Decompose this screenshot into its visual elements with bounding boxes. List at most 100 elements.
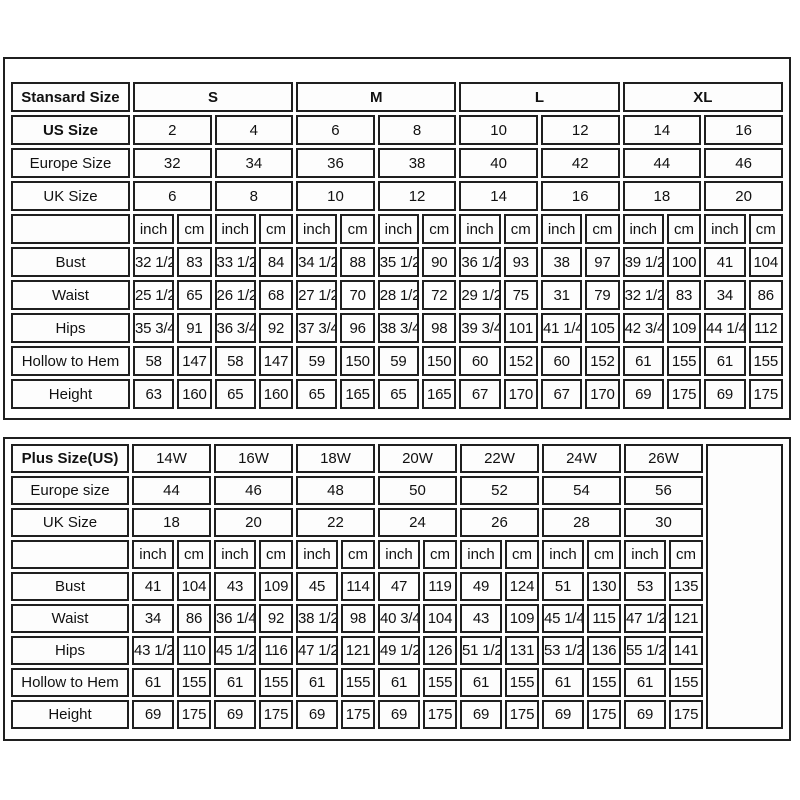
value-cell: 104 bbox=[177, 572, 211, 601]
value-cell: 45 1/4 bbox=[542, 604, 584, 633]
size-group-s: S bbox=[132, 82, 294, 112]
value-cell: 86 bbox=[177, 604, 211, 633]
us-size-cell: 12 bbox=[540, 115, 620, 145]
unit-cell: inch bbox=[377, 214, 420, 244]
us-size-cell: 6 bbox=[296, 115, 375, 145]
value-cell: 49 1/2 bbox=[378, 636, 420, 665]
unit-cell: inch bbox=[459, 214, 501, 244]
value-cell: 175 bbox=[177, 700, 211, 729]
unit-cell: cm bbox=[177, 214, 212, 244]
value-cell: 135 bbox=[669, 572, 703, 601]
unit-cell: cm bbox=[748, 214, 783, 244]
europe-size-cell: 34 bbox=[214, 148, 294, 178]
unit-cell: inch bbox=[704, 214, 746, 244]
unit-cell: inch bbox=[622, 214, 664, 244]
unit-cell: inch bbox=[624, 540, 666, 569]
table-row: US Size 2 4 6 8 10 12 14 16 bbox=[11, 115, 783, 145]
value-cell: 61 bbox=[460, 668, 502, 697]
value-cell: 116 bbox=[259, 636, 293, 665]
unit-cell: cm bbox=[422, 214, 457, 244]
value-cell: 32 1/2 bbox=[622, 280, 664, 310]
plus-size-cell: 22W bbox=[460, 444, 539, 473]
plus-size-cell: 16W bbox=[214, 444, 293, 473]
unit-cell: cm bbox=[585, 214, 620, 244]
value-cell: 44 1/4 bbox=[704, 313, 746, 343]
europe-size-cell: 44 bbox=[132, 476, 211, 505]
table-row: Hips 43 1/2 110 45 1/2 116 47 1/2 121 49… bbox=[11, 636, 783, 665]
value-cell: 90 bbox=[422, 247, 457, 277]
value-cell: 86 bbox=[748, 280, 783, 310]
value-cell: 38 3/4 bbox=[377, 313, 420, 343]
value-cell: 53 1/2 bbox=[542, 636, 584, 665]
value-cell: 170 bbox=[503, 379, 538, 409]
row-label: Waist bbox=[11, 604, 129, 633]
value-cell: 165 bbox=[340, 379, 375, 409]
value-cell: 45 1/2 bbox=[214, 636, 256, 665]
value-cell: 47 1/2 bbox=[624, 604, 666, 633]
row-label: Hollow to Hem bbox=[11, 668, 129, 697]
value-cell: 175 bbox=[587, 700, 621, 729]
europe-size-cell: 46 bbox=[214, 476, 293, 505]
europe-size-cell: 36 bbox=[296, 148, 375, 178]
unit-cell: cm bbox=[669, 540, 703, 569]
unit-cell: cm bbox=[423, 540, 457, 569]
europe-size-cell: 46 bbox=[704, 148, 783, 178]
value-cell: 41 bbox=[704, 247, 746, 277]
uk-size-cell: 20 bbox=[704, 181, 783, 211]
table-row: Europe Size 32 34 36 38 40 42 44 46 bbox=[11, 148, 783, 178]
unit-cell: cm bbox=[666, 214, 702, 244]
value-cell: 141 bbox=[669, 636, 703, 665]
value-cell: 110 bbox=[177, 636, 211, 665]
value-cell: 126 bbox=[423, 636, 457, 665]
row-label: Height bbox=[11, 379, 130, 409]
plus-size-cell: 20W bbox=[378, 444, 457, 473]
value-cell: 69 bbox=[214, 700, 256, 729]
value-cell: 49 bbox=[460, 572, 502, 601]
unit-cell: inch bbox=[132, 214, 175, 244]
us-size-cell: 8 bbox=[377, 115, 457, 145]
value-cell: 35 3/4 bbox=[132, 313, 175, 343]
table-row: Hollow to Hem 61 155 61 155 61 155 61 15… bbox=[11, 668, 783, 697]
value-cell: 105 bbox=[585, 313, 620, 343]
value-cell: 51 1/2 bbox=[460, 636, 502, 665]
value-cell: 69 bbox=[132, 700, 174, 729]
value-cell: 175 bbox=[505, 700, 539, 729]
uk-size-cell: 16 bbox=[540, 181, 620, 211]
value-cell: 60 bbox=[540, 346, 583, 376]
value-cell: 155 bbox=[666, 346, 702, 376]
value-cell: 69 bbox=[296, 700, 338, 729]
europe-size-cell: 38 bbox=[377, 148, 457, 178]
value-cell: 41 1/4 bbox=[540, 313, 583, 343]
unit-cell: inch bbox=[542, 540, 584, 569]
value-cell: 47 1/2 bbox=[296, 636, 338, 665]
value-cell: 96 bbox=[340, 313, 375, 343]
unit-cell: inch bbox=[214, 540, 256, 569]
europe-size-cell: 50 bbox=[378, 476, 457, 505]
unit-cell: cm bbox=[505, 540, 539, 569]
value-cell: 40 3/4 bbox=[378, 604, 420, 633]
value-cell: 25 1/2 bbox=[132, 280, 175, 310]
plus-size-cell: 14W bbox=[132, 444, 211, 473]
unit-cell: cm bbox=[258, 214, 294, 244]
uk-size-cell: 24 bbox=[378, 508, 457, 537]
value-cell: 67 bbox=[540, 379, 583, 409]
value-cell: 114 bbox=[341, 572, 375, 601]
table-row: Waist 25 1/2 65 26 1/2 68 27 1/2 70 28 1… bbox=[11, 280, 783, 310]
value-cell: 98 bbox=[422, 313, 457, 343]
unit-cell: inch bbox=[296, 540, 338, 569]
value-cell: 61 bbox=[296, 668, 338, 697]
value-cell: 29 1/2 bbox=[459, 280, 501, 310]
uk-size-cell: 18 bbox=[622, 181, 702, 211]
unit-cell: inch bbox=[460, 540, 502, 569]
unit-cell: inch bbox=[214, 214, 256, 244]
value-cell: 32 1/2 bbox=[132, 247, 175, 277]
value-cell: 26 1/2 bbox=[214, 280, 256, 310]
plus-size-table-panel: Plus Size(US) 14W 16W 18W 20W 22W 24W 26… bbox=[3, 437, 791, 741]
value-cell: 155 bbox=[259, 668, 293, 697]
europe-size-cell: 52 bbox=[460, 476, 539, 505]
value-cell: 124 bbox=[505, 572, 539, 601]
table-row: Waist 34 86 36 1/4 92 38 1/2 98 40 3/4 1… bbox=[11, 604, 783, 633]
value-cell: 65 bbox=[177, 280, 212, 310]
value-cell: 36 1/4 bbox=[214, 604, 256, 633]
plus-size-table: Plus Size(US) 14W 16W 18W 20W 22W 24W 26… bbox=[8, 441, 786, 732]
